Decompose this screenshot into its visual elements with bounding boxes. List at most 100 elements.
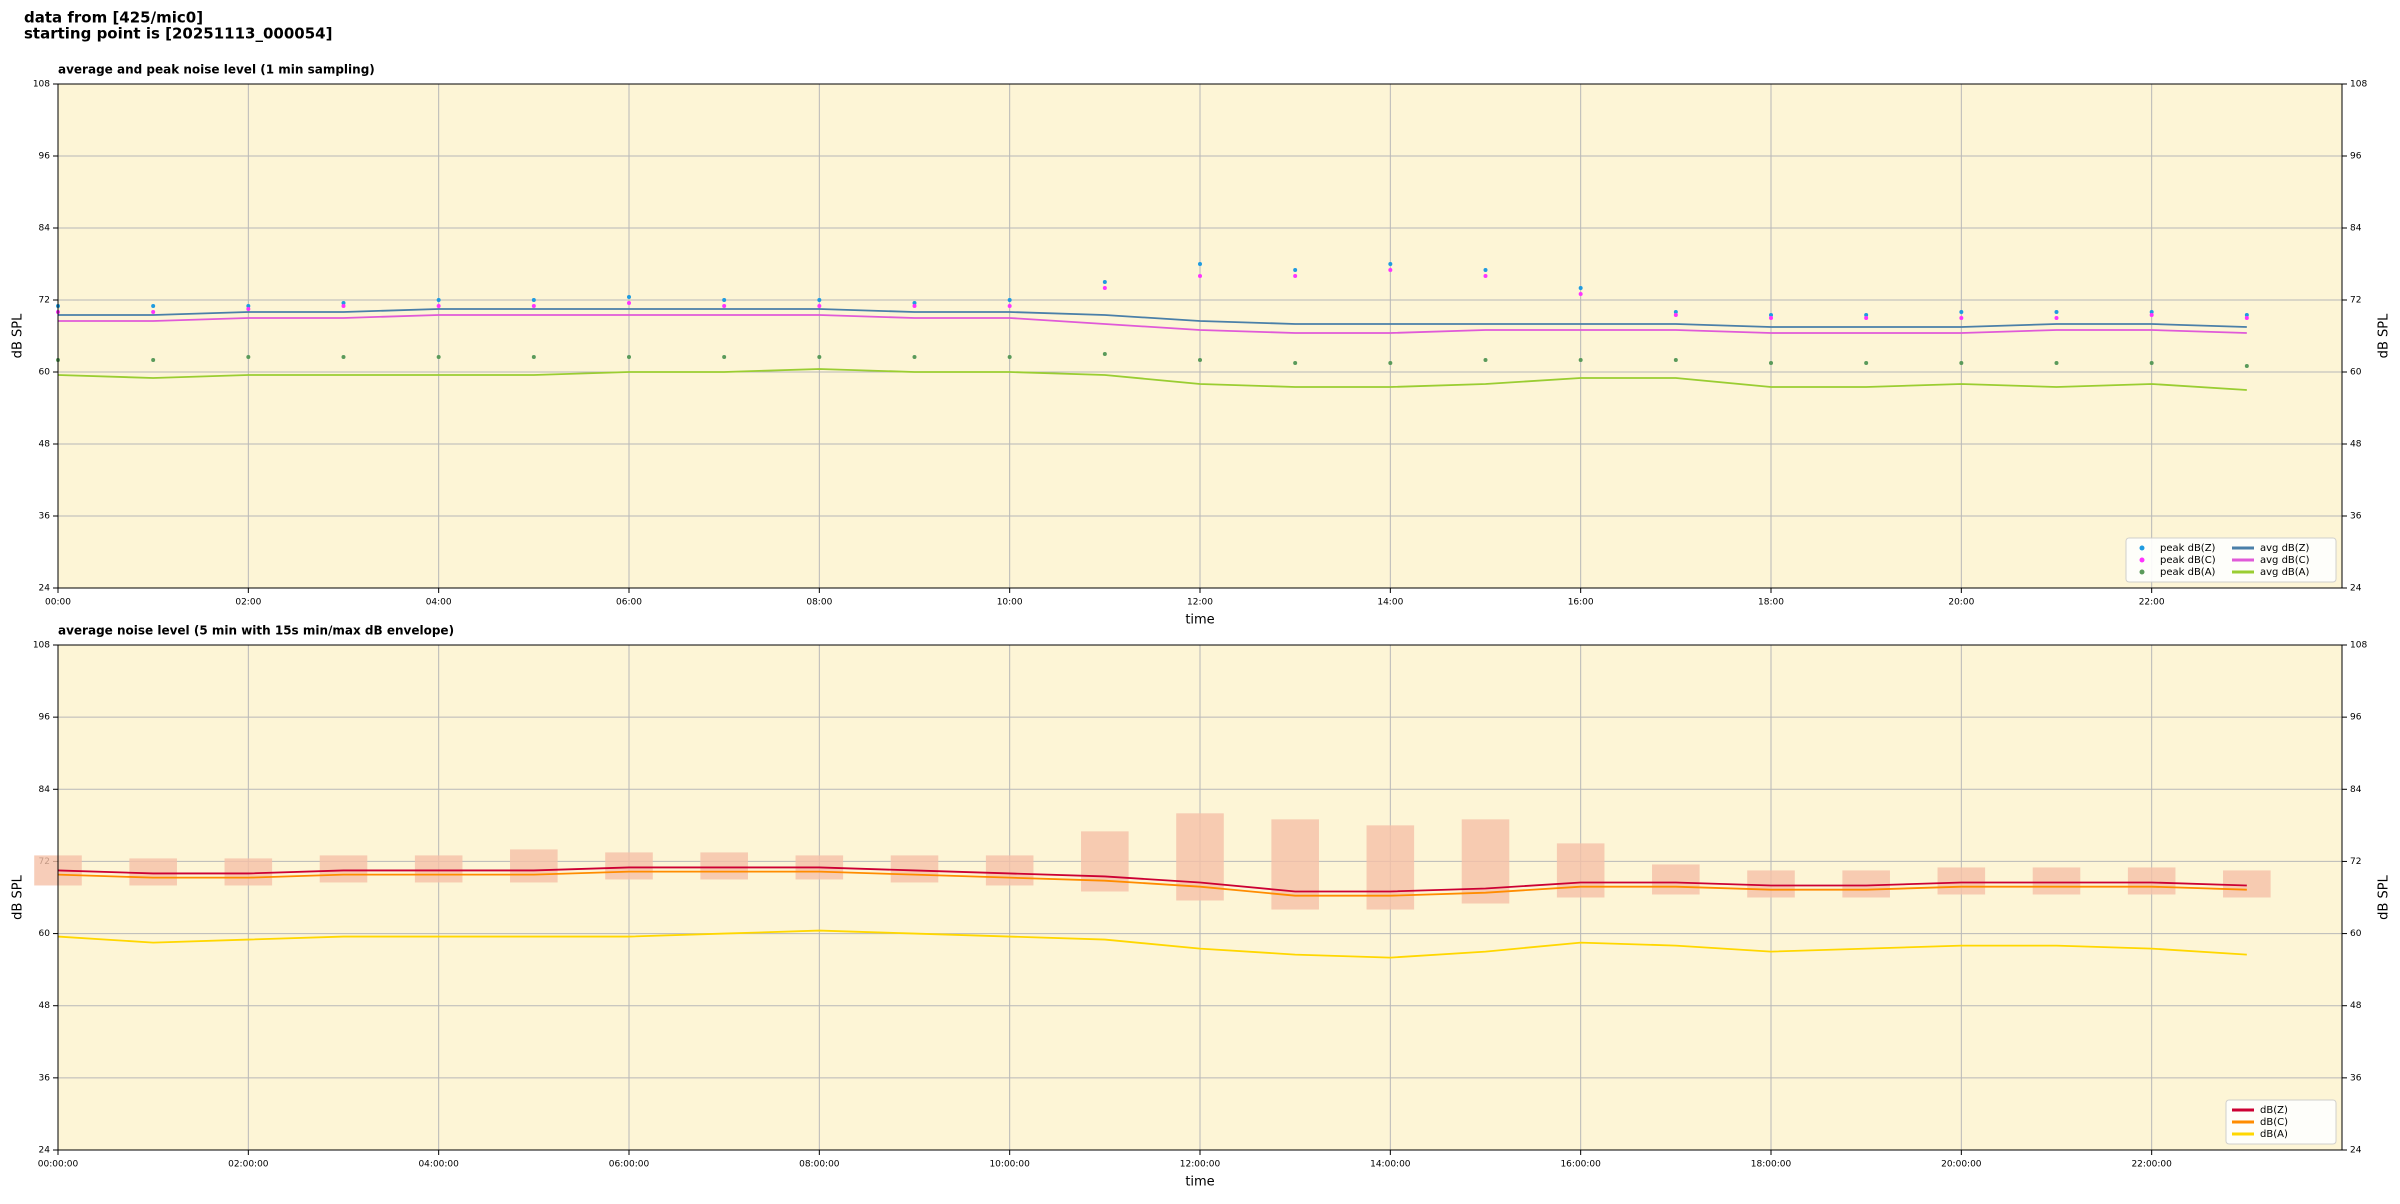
peak-point: [1578, 292, 1583, 296]
peak-point: [627, 301, 631, 305]
legend-marker: [2139, 569, 2145, 575]
legend-label: peak dB(Z): [2160, 543, 2216, 554]
x-tick-label: 20:00:00: [1941, 1160, 1982, 1170]
peak-point: [1388, 268, 1393, 272]
peak-point: [436, 304, 441, 308]
x-tick-label: 02:00: [235, 598, 261, 608]
x-tick-label: 16:00:00: [1560, 1160, 1601, 1170]
peak-point: [1769, 316, 1773, 320]
peak-point: [1769, 361, 1773, 365]
x-tick-label: 12:00: [1187, 598, 1213, 608]
y-axis-label: dB SPL: [11, 313, 26, 358]
peak-point: [151, 304, 156, 308]
envelope-band: [985, 855, 1034, 886]
y-tick-label: 24: [2350, 584, 2362, 594]
peak-point: [1388, 262, 1393, 266]
x-axis-label: time: [1185, 613, 1214, 628]
x-tick-label: 20:00: [1948, 598, 1974, 608]
peak-point: [2149, 310, 2154, 314]
y-tick-label: 24: [39, 584, 51, 594]
x-tick-label: 00:00: [45, 598, 71, 608]
y-tick-label: 24: [39, 1146, 51, 1156]
peak-point: [1483, 268, 1488, 272]
peak-point: [1388, 361, 1393, 365]
peak-point: [722, 298, 727, 302]
peak-point: [1864, 316, 1869, 320]
y-tick-label: 84: [2350, 224, 2362, 234]
envelope-band: [1937, 867, 1986, 895]
peak-point: [1864, 361, 1869, 365]
y-tick-label: 48: [2350, 440, 2362, 450]
y-tick-label: 108: [2350, 641, 2367, 651]
x-tick-label: 08:00: [806, 598, 832, 608]
x-tick-label: 18:00:00: [1751, 1160, 1792, 1170]
peak-point: [1673, 358, 1678, 362]
peak-point: [1673, 310, 1678, 314]
peak-point: [1198, 358, 1202, 362]
y-tick-label: 72: [39, 296, 50, 306]
peak-point: [1007, 298, 1012, 302]
y-tick-label: 96: [2350, 713, 2362, 723]
peak-point: [1102, 352, 1107, 356]
envelope-band: [2127, 867, 2176, 895]
peak-point: [1578, 358, 1583, 362]
peak-point: [2054, 310, 2059, 314]
peak-point: [151, 310, 156, 314]
envelope-band: [510, 849, 558, 883]
peak-point: [2149, 313, 2154, 317]
peak-point: [246, 304, 251, 308]
x-tick-label: 22:00: [2139, 598, 2165, 608]
y-tick-label: 108: [33, 80, 50, 90]
x-tick-label: 08:00:00: [799, 1160, 840, 1170]
series-line: [57, 866, 2247, 893]
legend-label: avg dB(A): [2260, 567, 2310, 578]
envelope-band: [700, 852, 748, 880]
peak-point: [1293, 361, 1298, 365]
legend-box: [2125, 537, 2337, 583]
y-tick-label: 96: [2350, 152, 2362, 162]
peak-point: [1959, 361, 1964, 365]
legend-label: avg dB(C): [2260, 555, 2310, 566]
x-tick-label: 14:00:00: [1370, 1160, 1411, 1170]
y-tick-label: 96: [39, 152, 51, 162]
peak-point: [246, 307, 251, 311]
peak-point: [246, 355, 251, 359]
chart-title: average noise level (5 min with 15s min/…: [58, 624, 454, 638]
x-tick-label: 10:00:00: [989, 1160, 1030, 1170]
y-tick-label: 48: [2350, 1001, 2362, 1011]
envelope-band: [1747, 870, 1795, 898]
y-tick-label: 36: [2350, 1073, 2362, 1083]
envelope-band: [890, 855, 939, 883]
envelope-band: [605, 852, 653, 880]
y-tick-label: 36: [2350, 512, 2362, 522]
x-axis-label: time: [1185, 1175, 1214, 1190]
peak-point: [722, 304, 727, 308]
peak-point: [627, 295, 631, 299]
peak-point: [1959, 316, 1964, 320]
peak-point: [1293, 268, 1298, 272]
x-tick-label: 06:00: [616, 598, 642, 608]
peak-point: [1769, 313, 1773, 317]
y-tick-label: 96: [39, 713, 51, 723]
peak-point: [1007, 304, 1012, 308]
y-tick-label: 48: [39, 440, 51, 450]
series-line: [57, 870, 2247, 897]
y-axis-label: dB SPL: [2377, 313, 2392, 358]
peak-point: [912, 301, 917, 305]
y-axis-label: dB SPL: [11, 874, 26, 919]
y-tick-label: 84: [2350, 785, 2362, 795]
legend-label: dB(A): [2260, 1129, 2288, 1140]
peak-point: [817, 304, 822, 308]
plot-frame: [57, 83, 2343, 589]
legend-marker: [2139, 557, 2145, 563]
envelope-band: [319, 855, 368, 883]
x-tick-label: 16:00: [1568, 598, 1594, 608]
plot-frame: [57, 644, 2343, 1151]
x-tick-label: 10:00: [997, 598, 1023, 608]
chart-title: average and peak noise level (1 min samp…: [58, 63, 375, 77]
peak-point: [722, 355, 727, 359]
x-tick-label: 02:00:00: [228, 1160, 269, 1170]
series-line: [58, 308, 2247, 328]
